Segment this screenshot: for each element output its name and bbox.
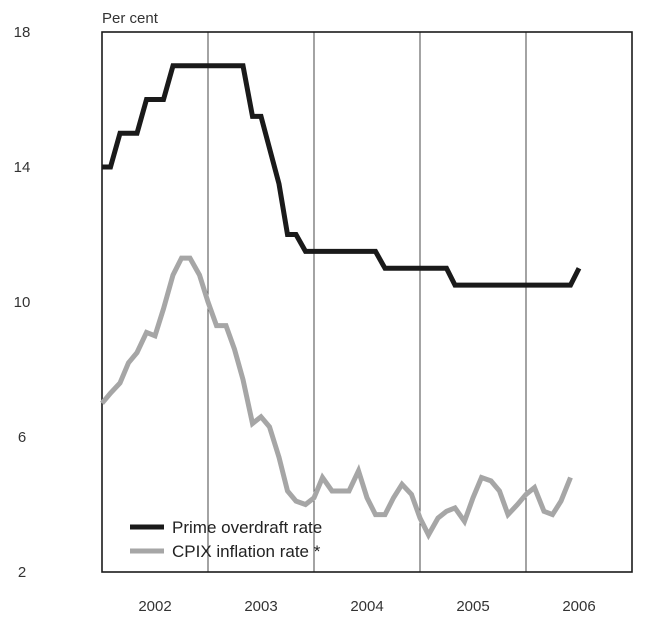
y-axis-ticks: 2 6 10 14 18 bbox=[14, 24, 31, 581]
y-tick-label: 6 bbox=[18, 429, 26, 446]
x-tick-label: 2004 bbox=[350, 598, 383, 615]
x-tick-label: 2003 bbox=[244, 598, 277, 615]
series-lines bbox=[100, 63, 582, 541]
y-tick-label: 10 bbox=[14, 294, 31, 311]
x-axis-ticks: 2002 2003 2004 2005 2006 bbox=[138, 598, 595, 615]
x-tick-label: 2002 bbox=[138, 598, 171, 615]
legend: Prime overdraft rate CPIX inflation rate … bbox=[130, 518, 322, 561]
legend-label-0: Prime overdraft rate bbox=[172, 518, 322, 537]
x-tick-label: 2006 bbox=[562, 598, 595, 615]
y-tick-label: 18 bbox=[14, 24, 31, 41]
y-axis-label: Per cent bbox=[102, 10, 159, 27]
series-line-0 bbox=[102, 63, 582, 288]
x-tick-label: 2005 bbox=[456, 598, 489, 615]
plot-frame bbox=[101, 31, 633, 573]
y-tick-label: 14 bbox=[14, 159, 31, 176]
series-line-1 bbox=[100, 255, 573, 541]
y-tick-label: 2 bbox=[18, 564, 26, 581]
legend-label-1: CPIX inflation rate * bbox=[172, 542, 321, 561]
